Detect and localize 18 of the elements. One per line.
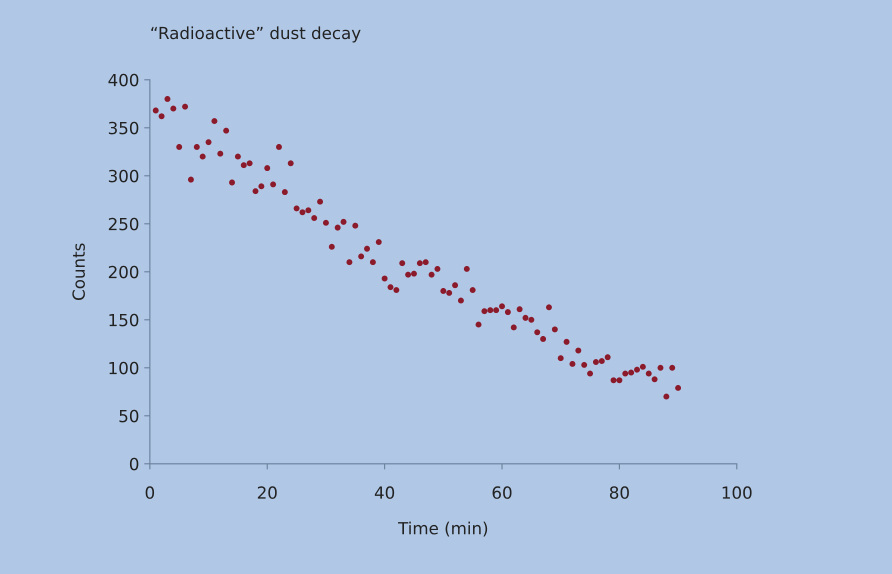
y-tick-label: 150 xyxy=(109,314,138,326)
y-tick-label: 300 xyxy=(108,170,138,182)
x-tick-label: 100 xyxy=(722,486,752,499)
y-axis-title: Counts xyxy=(72,244,85,300)
y-tick-label: 50 xyxy=(120,410,138,422)
y-tick-label: 200 xyxy=(108,266,138,278)
x-tick-label: 60 xyxy=(492,486,512,499)
chart-title: “Radioactive” dust decay xyxy=(151,26,361,43)
x-tick-label: 40 xyxy=(374,486,394,499)
y-tick-label: 100 xyxy=(109,362,138,374)
y-tick-label: 400 xyxy=(108,74,138,86)
y-tick-label: 350 xyxy=(108,122,138,134)
x-tick-label: 0 xyxy=(146,486,154,499)
y-tick-label: 0 xyxy=(130,458,138,470)
x-tick-label: 80 xyxy=(610,486,629,499)
x-axis-title: Time (min) xyxy=(398,522,488,536)
y-tick-label: 250 xyxy=(108,218,138,230)
x-tick-label: 20 xyxy=(258,486,277,499)
